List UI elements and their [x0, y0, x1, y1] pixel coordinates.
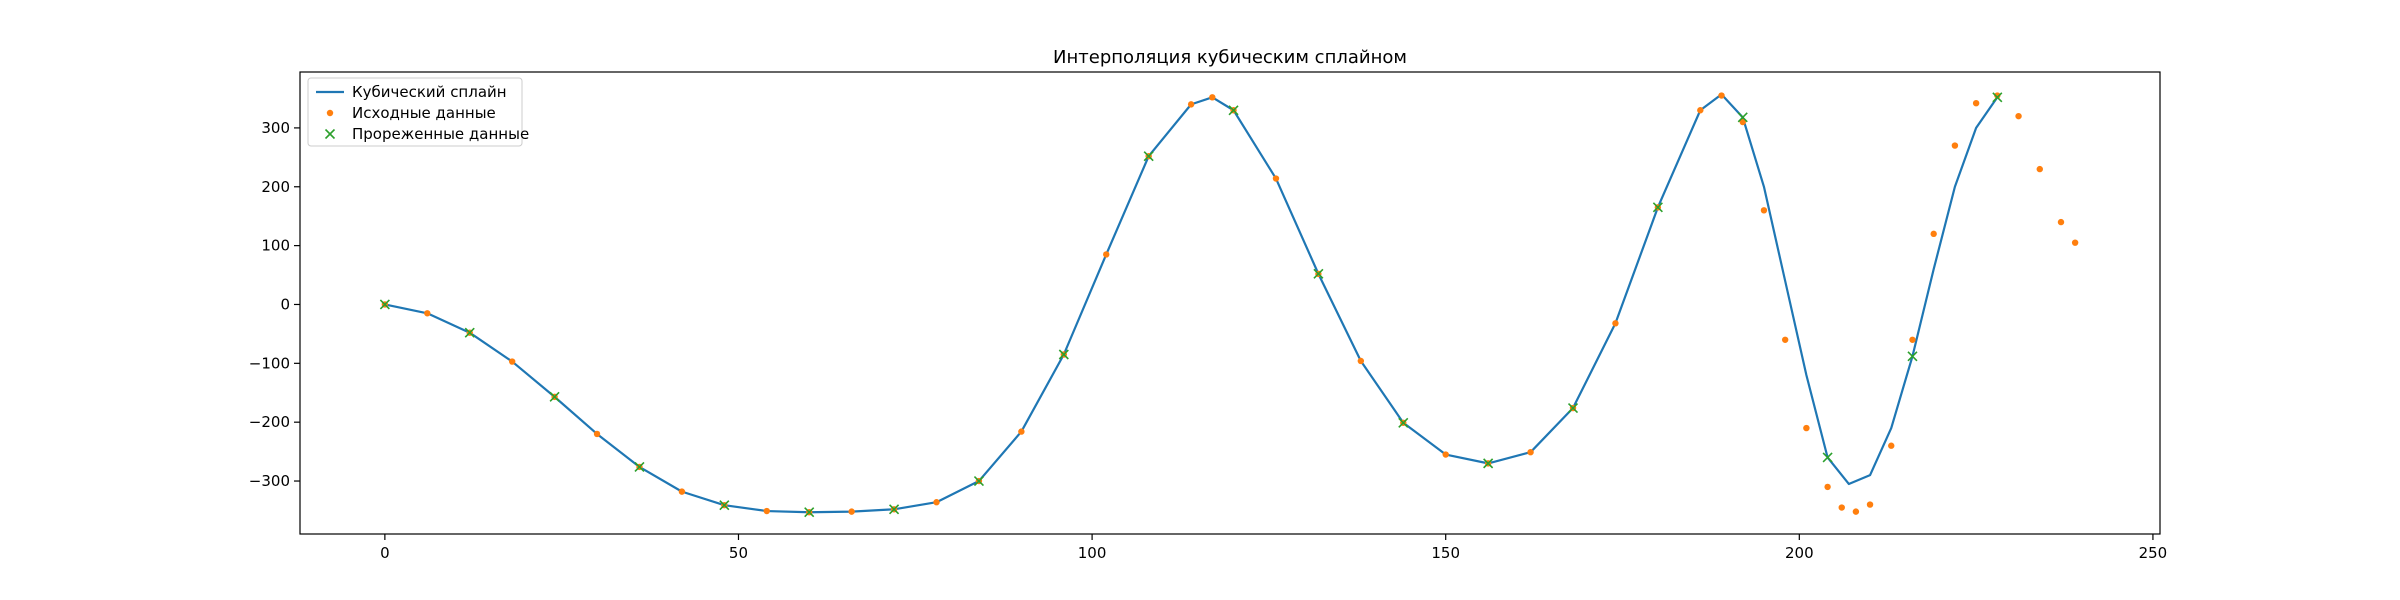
data-point	[1209, 94, 1216, 101]
data-point	[1760, 207, 1768, 214]
data-point	[1781, 336, 1789, 343]
sparse-point	[1398, 417, 1409, 428]
x-tick-label: 200	[1785, 544, 1814, 562]
sparse-point	[1737, 112, 1748, 123]
sparse-point	[973, 475, 985, 487]
data-point	[1527, 448, 1534, 456]
data-point	[1357, 357, 1365, 365]
data-point	[1852, 508, 1860, 515]
data-point	[508, 358, 516, 365]
data-point	[1909, 336, 1916, 343]
data-point	[678, 488, 686, 495]
data-point	[1103, 251, 1110, 258]
legend-item: Прореженные данные	[324, 125, 529, 143]
legend-item: Кубический сплайн	[316, 83, 507, 101]
data-point	[593, 430, 601, 438]
data-point	[1838, 504, 1845, 511]
data-point	[2036, 165, 2043, 173]
y-tick-label: −200	[249, 413, 290, 431]
y-axis: −300 −200 −100 0 100 200 300	[249, 119, 300, 490]
data-point	[1994, 92, 2001, 99]
sparse-point	[889, 504, 900, 515]
sparse-point	[464, 327, 475, 338]
data-point	[1718, 92, 1725, 99]
chart-title: Интерполяция кубическим сплайном	[1053, 47, 1407, 68]
legend-label: Исходные данные	[352, 104, 496, 122]
data-point	[848, 508, 855, 515]
data-point	[1739, 118, 1746, 126]
x-axis: 0 50 100 150 200 250	[380, 534, 2167, 562]
legend-x-swatch	[324, 128, 336, 140]
y-tick-label: −100	[249, 354, 290, 372]
data-point	[1803, 424, 1810, 432]
data-point	[2015, 112, 2022, 120]
data-point	[1187, 101, 1195, 108]
y-tick-label: −300	[249, 472, 290, 490]
series-3	[379, 92, 2003, 518]
data-point	[1442, 451, 1449, 458]
y-tick-label: 100	[261, 237, 290, 255]
data-point	[1888, 442, 1895, 449]
plot-area	[379, 92, 2079, 518]
data-point	[763, 507, 770, 515]
sparse-point	[1313, 268, 1324, 279]
sparse-point	[1483, 458, 1494, 469]
data-point	[1018, 428, 1025, 435]
x-tick-label: 250	[2139, 544, 2168, 562]
data-point	[933, 499, 940, 506]
axes-frame	[299, 71, 2161, 535]
sparse-point	[1228, 105, 1239, 116]
legend-item: Исходные данные	[326, 104, 496, 122]
sparse-point	[719, 500, 730, 511]
y-tick-label: 200	[261, 178, 290, 196]
sparse-point	[549, 391, 560, 402]
data-point	[1824, 483, 1831, 491]
legend-box	[307, 77, 523, 147]
data-point	[1930, 230, 1937, 238]
sparse-point	[634, 461, 645, 472]
sparse-point	[804, 507, 815, 518]
sparse-point	[1143, 151, 1154, 162]
x-tick-label: 0	[380, 544, 390, 562]
data-point	[1697, 107, 1704, 114]
legend-dot-swatch	[326, 109, 334, 117]
x-tick-label: 150	[1431, 544, 1460, 562]
data-point	[1972, 99, 1980, 107]
sparse-point	[1822, 452, 1833, 463]
sparse-point	[1058, 349, 1069, 360]
sparse-point	[1992, 92, 2003, 103]
data-point	[2057, 218, 2065, 226]
data-point	[424, 310, 431, 317]
y-tick-label: 0	[280, 295, 290, 313]
data-point	[1612, 320, 1619, 327]
x-tick-label: 50	[729, 544, 748, 562]
legend-label: Прореженные данные	[352, 125, 529, 143]
legend-label: Кубический сплайн	[352, 83, 507, 101]
legend: Кубический сплайн Исходные данные Прорежен…	[307, 77, 529, 147]
x-tick-label: 100	[1078, 544, 1107, 562]
data-point	[2071, 239, 2079, 246]
sparse-point	[379, 299, 390, 310]
data-point	[1272, 175, 1280, 182]
sparse-point	[1907, 351, 1918, 362]
y-tick-label: 300	[261, 119, 290, 137]
data-point	[1951, 142, 1959, 149]
sparse-point	[1652, 202, 1663, 213]
sparse-point	[1567, 402, 1579, 414]
data-point	[1866, 501, 1874, 508]
